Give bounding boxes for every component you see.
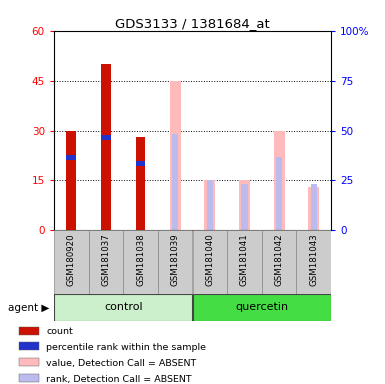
Text: GSM180920: GSM180920 xyxy=(67,233,76,286)
Text: GSM181039: GSM181039 xyxy=(171,233,180,286)
Text: GSM181042: GSM181042 xyxy=(275,233,284,286)
Bar xyxy=(136,161,146,166)
Bar xyxy=(123,230,158,294)
Bar xyxy=(54,230,89,294)
Bar xyxy=(19,374,39,382)
Text: GSM181037: GSM181037 xyxy=(101,233,110,286)
Bar xyxy=(207,180,213,230)
Bar xyxy=(89,230,123,294)
Bar xyxy=(227,230,262,294)
Bar xyxy=(54,294,192,321)
Bar xyxy=(276,157,282,230)
Text: value, Detection Call = ABSENT: value, Detection Call = ABSENT xyxy=(46,359,196,368)
Bar xyxy=(101,64,111,230)
Text: GSM181043: GSM181043 xyxy=(309,233,318,286)
Text: GSM181041: GSM181041 xyxy=(240,233,249,286)
Text: rank, Detection Call = ABSENT: rank, Detection Call = ABSENT xyxy=(46,374,192,384)
Bar xyxy=(241,184,248,230)
Bar xyxy=(262,230,296,294)
Bar xyxy=(192,294,331,321)
Title: GDS3133 / 1381684_at: GDS3133 / 1381684_at xyxy=(115,17,270,30)
Text: percentile rank within the sample: percentile rank within the sample xyxy=(46,343,206,352)
Text: agent ▶: agent ▶ xyxy=(8,303,49,313)
Bar xyxy=(170,81,181,230)
Text: quercetin: quercetin xyxy=(235,302,288,312)
Text: count: count xyxy=(46,327,73,336)
Bar xyxy=(308,187,319,230)
Bar xyxy=(101,135,111,140)
Text: control: control xyxy=(104,302,142,312)
Text: GSM181038: GSM181038 xyxy=(136,233,145,286)
Bar xyxy=(239,180,250,230)
Bar xyxy=(19,358,39,366)
Bar xyxy=(19,343,39,351)
Bar xyxy=(311,184,317,230)
Bar xyxy=(136,137,146,230)
Bar xyxy=(192,230,227,294)
Bar xyxy=(66,155,76,160)
Bar xyxy=(158,230,192,294)
Bar xyxy=(172,134,178,230)
Bar xyxy=(204,180,215,230)
Bar xyxy=(296,230,331,294)
Bar xyxy=(274,131,285,230)
Text: GSM181040: GSM181040 xyxy=(205,233,214,286)
Bar xyxy=(19,327,39,334)
Bar xyxy=(66,131,76,230)
